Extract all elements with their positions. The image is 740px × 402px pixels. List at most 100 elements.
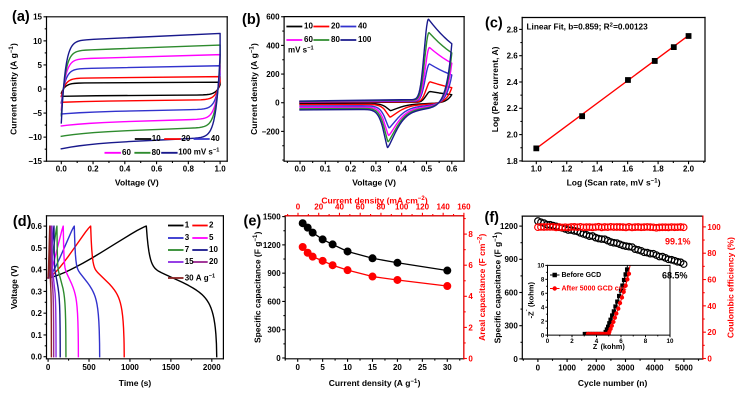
svg-text:1500: 1500 bbox=[162, 363, 180, 372]
svg-text:0.4: 0.4 bbox=[119, 164, 131, 173]
svg-text:7: 7 bbox=[185, 245, 190, 254]
svg-text:5: 5 bbox=[38, 61, 43, 70]
svg-text:0.5: 0.5 bbox=[421, 164, 433, 173]
svg-text:160: 160 bbox=[457, 203, 471, 212]
svg-text:1.6: 1.6 bbox=[622, 164, 634, 173]
svg-text:3 0 A: 3 0 A g − 1 bbox=[185, 264, 217, 284]
svg-text:1200: 1200 bbox=[500, 222, 518, 231]
svg-text:3000: 3000 bbox=[617, 363, 635, 372]
svg-text:2: 2 bbox=[468, 323, 473, 332]
svg-text:Voltage (V): Voltage (V) bbox=[9, 265, 19, 309]
svg-text:60: 60 bbox=[707, 275, 716, 284]
svg-text:Voltage (V): Voltage (V) bbox=[115, 177, 159, 187]
svg-text:4: 4 bbox=[468, 292, 473, 301]
svg-text:20: 20 bbox=[331, 22, 340, 31]
svg-text:0: 0 bbox=[275, 99, 280, 108]
svg-text:1500: 1500 bbox=[263, 213, 281, 222]
svg-text:Coulombic efficiency (%): Coulombic efficiency (%) bbox=[726, 237, 736, 338]
svg-text:40: 40 bbox=[707, 302, 716, 311]
svg-text:8: 8 bbox=[468, 230, 473, 239]
svg-text:5000: 5000 bbox=[675, 363, 693, 372]
svg-text:100: 100 bbox=[395, 203, 409, 212]
svg-text:0.8: 0.8 bbox=[183, 164, 195, 173]
svg-text:1.8: 1.8 bbox=[507, 157, 519, 166]
svg-text:0.0: 0.0 bbox=[56, 164, 68, 173]
svg-text:8: 8 bbox=[644, 338, 648, 345]
svg-text:C u r r e: C u r r e n t d e n s i t y ( m A c m ) … bbox=[321, 187, 432, 207]
svg-text:20: 20 bbox=[314, 203, 323, 212]
svg-text:10: 10 bbox=[667, 338, 674, 345]
svg-text:5: 5 bbox=[209, 233, 214, 242]
svg-text:Before GCD: Before GCD bbox=[562, 272, 602, 279]
svg-text:15: 15 bbox=[368, 363, 377, 372]
svg-text:20: 20 bbox=[707, 328, 716, 337]
svg-text:0: 0 bbox=[276, 354, 281, 363]
svg-text:15: 15 bbox=[185, 257, 194, 266]
svg-text:0.0: 0.0 bbox=[294, 164, 306, 173]
svg-text:−5: −5 bbox=[33, 109, 43, 118]
svg-text:0.0: 0.0 bbox=[31, 353, 43, 362]
svg-text:99.1%: 99.1% bbox=[665, 236, 691, 246]
svg-text:−15: −15 bbox=[28, 157, 42, 166]
svg-text:0: 0 bbox=[546, 338, 550, 345]
svg-text:S p e c i: S p e c i f i c c a p a c i t a n c e ( … bbox=[244, 227, 264, 343]
svg-text:1000: 1000 bbox=[558, 363, 576, 372]
svg-text:0: 0 bbox=[46, 363, 51, 372]
svg-text:900: 900 bbox=[504, 255, 518, 264]
svg-text:10: 10 bbox=[343, 363, 352, 372]
svg-text:40: 40 bbox=[358, 22, 367, 31]
svg-text:Voltage (V): Voltage (V) bbox=[352, 177, 396, 187]
svg-text:60: 60 bbox=[122, 148, 131, 157]
svg-text:40: 40 bbox=[335, 203, 344, 212]
svg-text:1.0: 1.0 bbox=[531, 164, 543, 173]
svg-text:2000: 2000 bbox=[587, 363, 605, 372]
svg-text:15: 15 bbox=[33, 13, 42, 22]
svg-text:2: 2 bbox=[541, 318, 545, 325]
svg-text:20: 20 bbox=[181, 134, 190, 143]
svg-text:L i n e a: L i n e a r F i t , b = 0 . 8 5 9 ; R = … bbox=[527, 17, 653, 34]
svg-text:100: 100 bbox=[358, 35, 372, 44]
svg-text:0: 0 bbox=[468, 354, 473, 363]
svg-text:(d): (d) bbox=[13, 214, 32, 230]
svg-text:10: 10 bbox=[537, 263, 544, 270]
svg-text:0: 0 bbox=[536, 363, 541, 372]
svg-text:After 5000 GCD cyc: After 5000 GCD cyc bbox=[562, 285, 627, 292]
svg-text:10: 10 bbox=[209, 245, 218, 254]
svg-text:−200: −200 bbox=[262, 127, 281, 136]
svg-text:68.5%: 68.5% bbox=[662, 270, 688, 280]
svg-text:0.2: 0.2 bbox=[87, 164, 99, 173]
svg-text:0.6: 0.6 bbox=[31, 222, 43, 231]
svg-text:30: 30 bbox=[443, 363, 452, 372]
svg-text:8: 8 bbox=[541, 277, 545, 284]
svg-text:0.4: 0.4 bbox=[396, 164, 408, 173]
svg-text:1.2: 1.2 bbox=[561, 164, 573, 173]
svg-text:20: 20 bbox=[393, 363, 402, 372]
svg-text:2: 2 bbox=[570, 338, 574, 345]
svg-text:(c): (c) bbox=[485, 16, 503, 32]
svg-text:500: 500 bbox=[82, 363, 96, 372]
svg-text:20: 20 bbox=[209, 257, 218, 266]
svg-text:1.0: 1.0 bbox=[215, 164, 227, 173]
svg-text:Time (s): Time (s) bbox=[119, 378, 152, 388]
svg-text:10: 10 bbox=[33, 37, 42, 46]
svg-text:2: 2 bbox=[209, 221, 214, 230]
svg-text:2.6: 2.6 bbox=[507, 52, 519, 61]
svg-text:0.4: 0.4 bbox=[31, 266, 43, 275]
svg-text:4000: 4000 bbox=[646, 363, 664, 372]
svg-text:2.2: 2.2 bbox=[507, 104, 519, 113]
svg-text:Log (Peak current, A): Log (Peak current, A) bbox=[490, 46, 500, 132]
svg-text:0.3: 0.3 bbox=[370, 164, 382, 173]
svg-text:S p e c i: S p e c i f i c c a p a c i t a n c e ( … bbox=[484, 227, 504, 343]
svg-text:10: 10 bbox=[304, 22, 313, 31]
svg-text:(a): (a) bbox=[12, 9, 30, 25]
svg-text:900: 900 bbox=[267, 269, 281, 278]
svg-text:(e): (e) bbox=[244, 213, 262, 229]
svg-text:60: 60 bbox=[304, 35, 313, 44]
svg-text:6: 6 bbox=[619, 338, 623, 345]
svg-text:6: 6 bbox=[541, 291, 545, 298]
svg-text:200: 200 bbox=[266, 70, 280, 79]
svg-text:0.2: 0.2 bbox=[345, 164, 357, 173]
svg-text:25: 25 bbox=[418, 363, 427, 372]
svg-text:600: 600 bbox=[266, 13, 280, 22]
svg-text:3: 3 bbox=[185, 233, 190, 242]
